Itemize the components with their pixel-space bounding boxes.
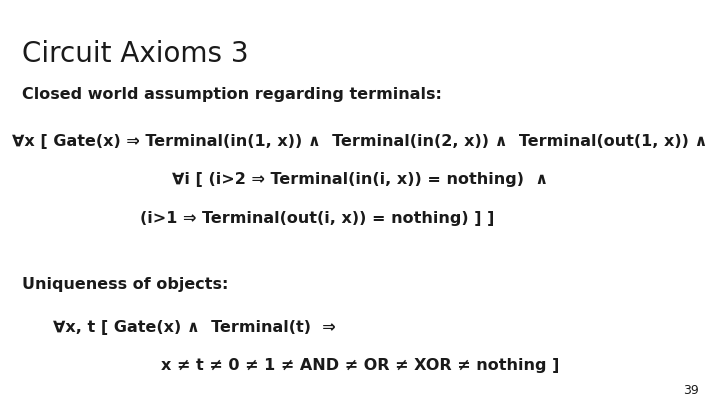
Text: (i>1 ⇒ Terminal(out(i, x)) = nothing) ] ]: (i>1 ⇒ Terminal(out(i, x)) = nothing) ] …: [140, 211, 494, 226]
Text: ∀i [ (i>2 ⇒ Terminal(in(i, x)) = nothing)  ∧: ∀i [ (i>2 ⇒ Terminal(in(i, x)) = nothing…: [172, 172, 548, 187]
Text: ∀x, t [ Gate(x) ∧  Terminal(t)  ⇒: ∀x, t [ Gate(x) ∧ Terminal(t) ⇒: [53, 320, 336, 335]
Text: Uniqueness of objects:: Uniqueness of objects:: [22, 277, 228, 292]
Text: x ≠ t ≠ 0 ≠ 1 ≠ AND ≠ OR ≠ XOR ≠ nothing ]: x ≠ t ≠ 0 ≠ 1 ≠ AND ≠ OR ≠ XOR ≠ nothing…: [161, 358, 559, 373]
Text: ∀x [ Gate(x) ⇒ Terminal(in(1, x)) ∧  Terminal(in(2, x)) ∧  Terminal(out(1, x)) ∧: ∀x [ Gate(x) ⇒ Terminal(in(1, x)) ∧ Term…: [12, 134, 708, 149]
Text: 39: 39: [683, 384, 698, 397]
Text: Closed world assumption regarding terminals:: Closed world assumption regarding termin…: [22, 87, 441, 102]
Text: Circuit Axioms 3: Circuit Axioms 3: [22, 40, 248, 68]
